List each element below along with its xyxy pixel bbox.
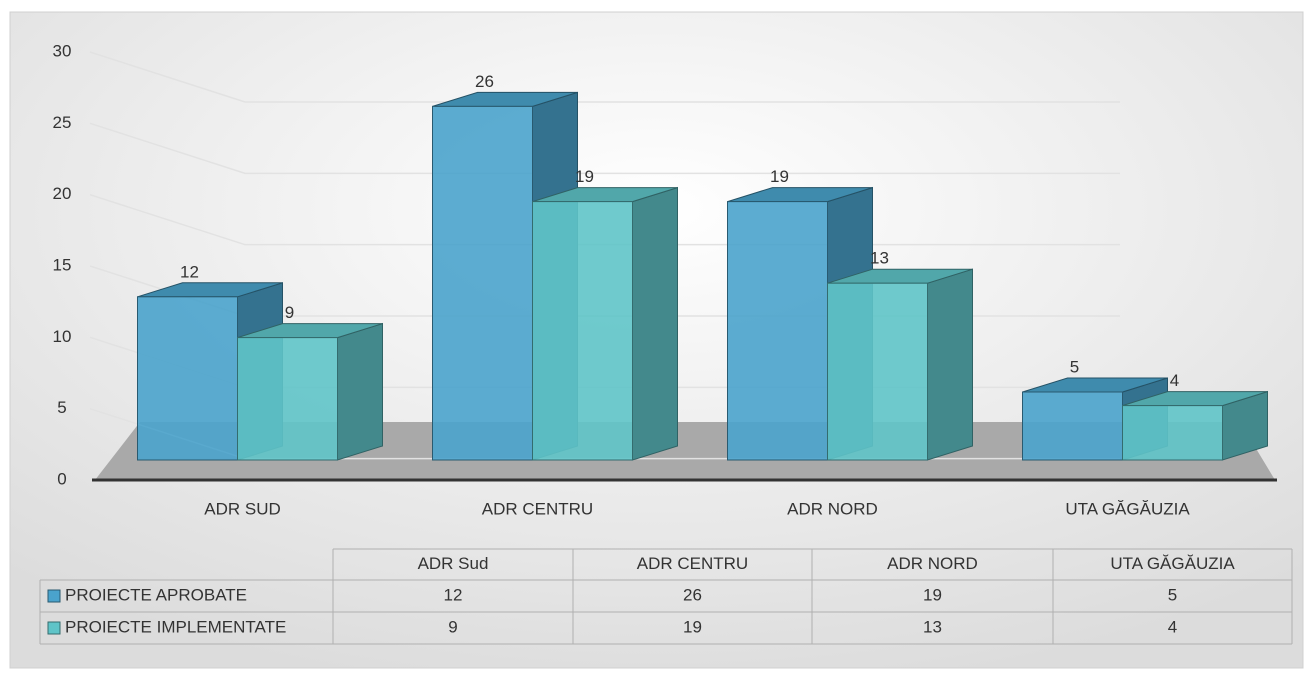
table-header: ADR NORD	[887, 554, 978, 573]
table-value: 12	[444, 585, 463, 604]
x-tick-label: ADR SUD	[204, 499, 281, 518]
y-tick-label: 30	[53, 41, 72, 60]
value-label: 5	[1070, 357, 1079, 376]
y-tick-label: 10	[53, 327, 72, 346]
value-label: 9	[285, 303, 294, 322]
grid-line	[89, 51, 1120, 103]
table-value: 4	[1168, 617, 1177, 636]
legend-key	[47, 589, 61, 603]
table-value: 5	[1168, 585, 1177, 604]
legend-label: PROIECTE IMPLEMENTATE	[65, 617, 286, 636]
y-tick-label: 5	[57, 398, 66, 417]
table-value: 13	[923, 617, 942, 636]
bar	[1022, 391, 1123, 461]
bar-side	[632, 186, 678, 461]
table-value: 19	[683, 617, 702, 636]
x-tick-label: ADR NORD	[787, 499, 878, 518]
value-label: 19	[575, 167, 594, 186]
y-tick-label: 0	[57, 469, 66, 488]
bar	[137, 296, 238, 461]
table-header: ADR Sud	[418, 554, 489, 573]
y-tick-label: 25	[53, 113, 72, 132]
table-header: ADR CENTRU	[637, 554, 748, 573]
table-value: 19	[923, 585, 942, 604]
value-label: 26	[475, 72, 494, 91]
bar	[237, 337, 338, 461]
legend-key	[47, 621, 61, 635]
bar	[432, 105, 533, 461]
bar-side	[337, 322, 383, 461]
value-label: 4	[1170, 371, 1179, 390]
table-header: UTA GĂGĂUZIA	[1110, 554, 1235, 573]
bar	[1122, 405, 1223, 461]
legend-label: PROIECTE APROBATE	[65, 585, 247, 604]
value-label: 13	[870, 249, 889, 268]
x-tick-label: UTA GĂGĂUZIA	[1065, 499, 1190, 518]
y-tick-label: 20	[53, 184, 72, 203]
table-value: 9	[448, 617, 457, 636]
bar-side	[927, 268, 973, 461]
bar	[727, 201, 828, 461]
y-tick-label: 15	[53, 255, 72, 274]
x-tick-label: ADR CENTRU	[482, 499, 593, 518]
floor	[95, 422, 1275, 480]
value-label: 19	[770, 167, 789, 186]
grid-line	[89, 122, 1120, 175]
table-value: 26	[683, 585, 702, 604]
value-label: 12	[180, 262, 199, 281]
bar	[532, 201, 633, 461]
bar	[827, 282, 928, 461]
